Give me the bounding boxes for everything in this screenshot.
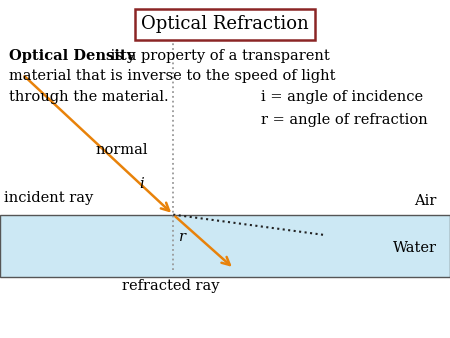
Text: Optical Refraction: Optical Refraction xyxy=(141,15,309,33)
Text: normal: normal xyxy=(96,143,148,158)
Text: incident ray: incident ray xyxy=(4,191,94,205)
Bar xyxy=(0,215,450,277)
Text: Optical Density: Optical Density xyxy=(9,49,135,63)
Text: r = angle of refraction: r = angle of refraction xyxy=(261,113,428,127)
Text: i = angle of incidence: i = angle of incidence xyxy=(261,90,423,103)
Text: through the material.: through the material. xyxy=(9,90,169,103)
Text: Air: Air xyxy=(414,194,436,208)
Text: refracted ray: refracted ray xyxy=(122,279,220,293)
Text: Water: Water xyxy=(392,241,436,256)
Text: r: r xyxy=(179,230,186,244)
Text: is a property of a transparent: is a property of a transparent xyxy=(106,49,329,63)
Text: i: i xyxy=(140,177,144,191)
Text: material that is inverse to the speed of light: material that is inverse to the speed of… xyxy=(9,69,336,83)
